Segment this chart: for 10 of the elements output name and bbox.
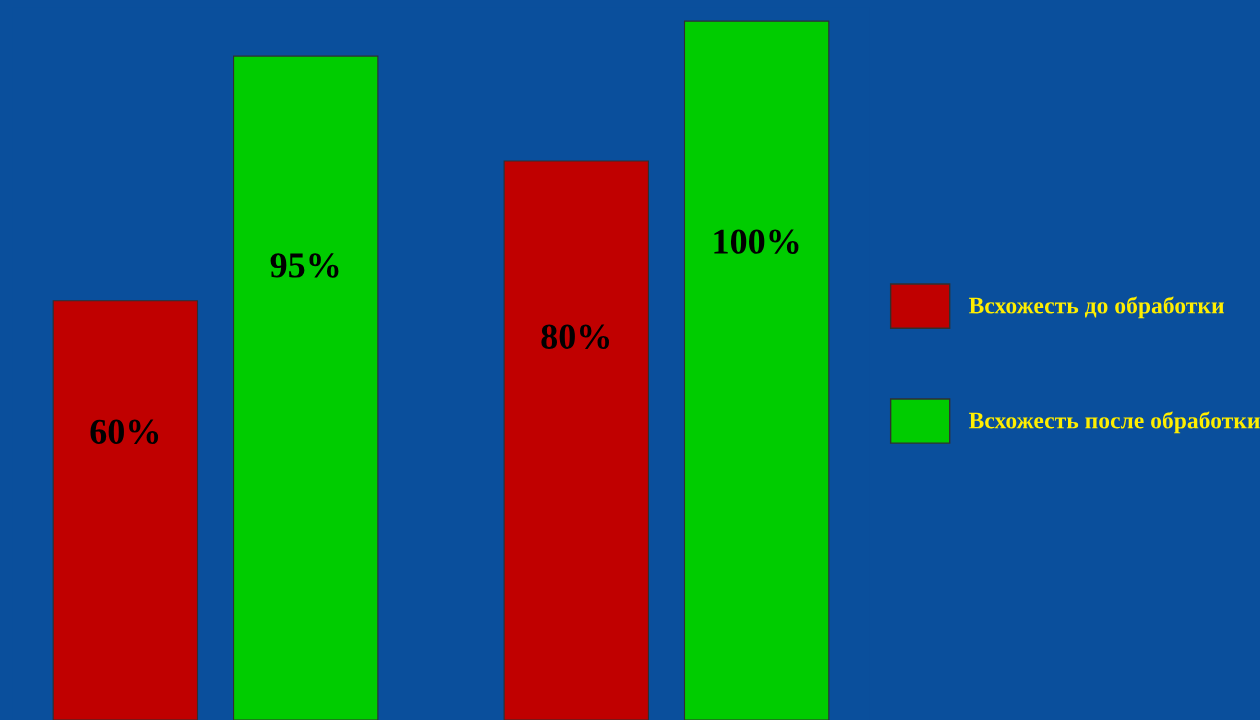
bar bbox=[683, 20, 830, 720]
data-label: 95% bbox=[270, 253, 339, 278]
legend-label: Всхожесть после обработки bbox=[968, 411, 1260, 434]
legend-label: Всхожесть до обработки bbox=[968, 296, 1224, 319]
bar bbox=[233, 55, 379, 720]
data-label: 60% bbox=[90, 419, 159, 445]
data-label: 100% bbox=[714, 229, 799, 254]
bar bbox=[52, 300, 199, 720]
data-label: 80% bbox=[541, 324, 610, 349]
bar bbox=[503, 160, 649, 720]
